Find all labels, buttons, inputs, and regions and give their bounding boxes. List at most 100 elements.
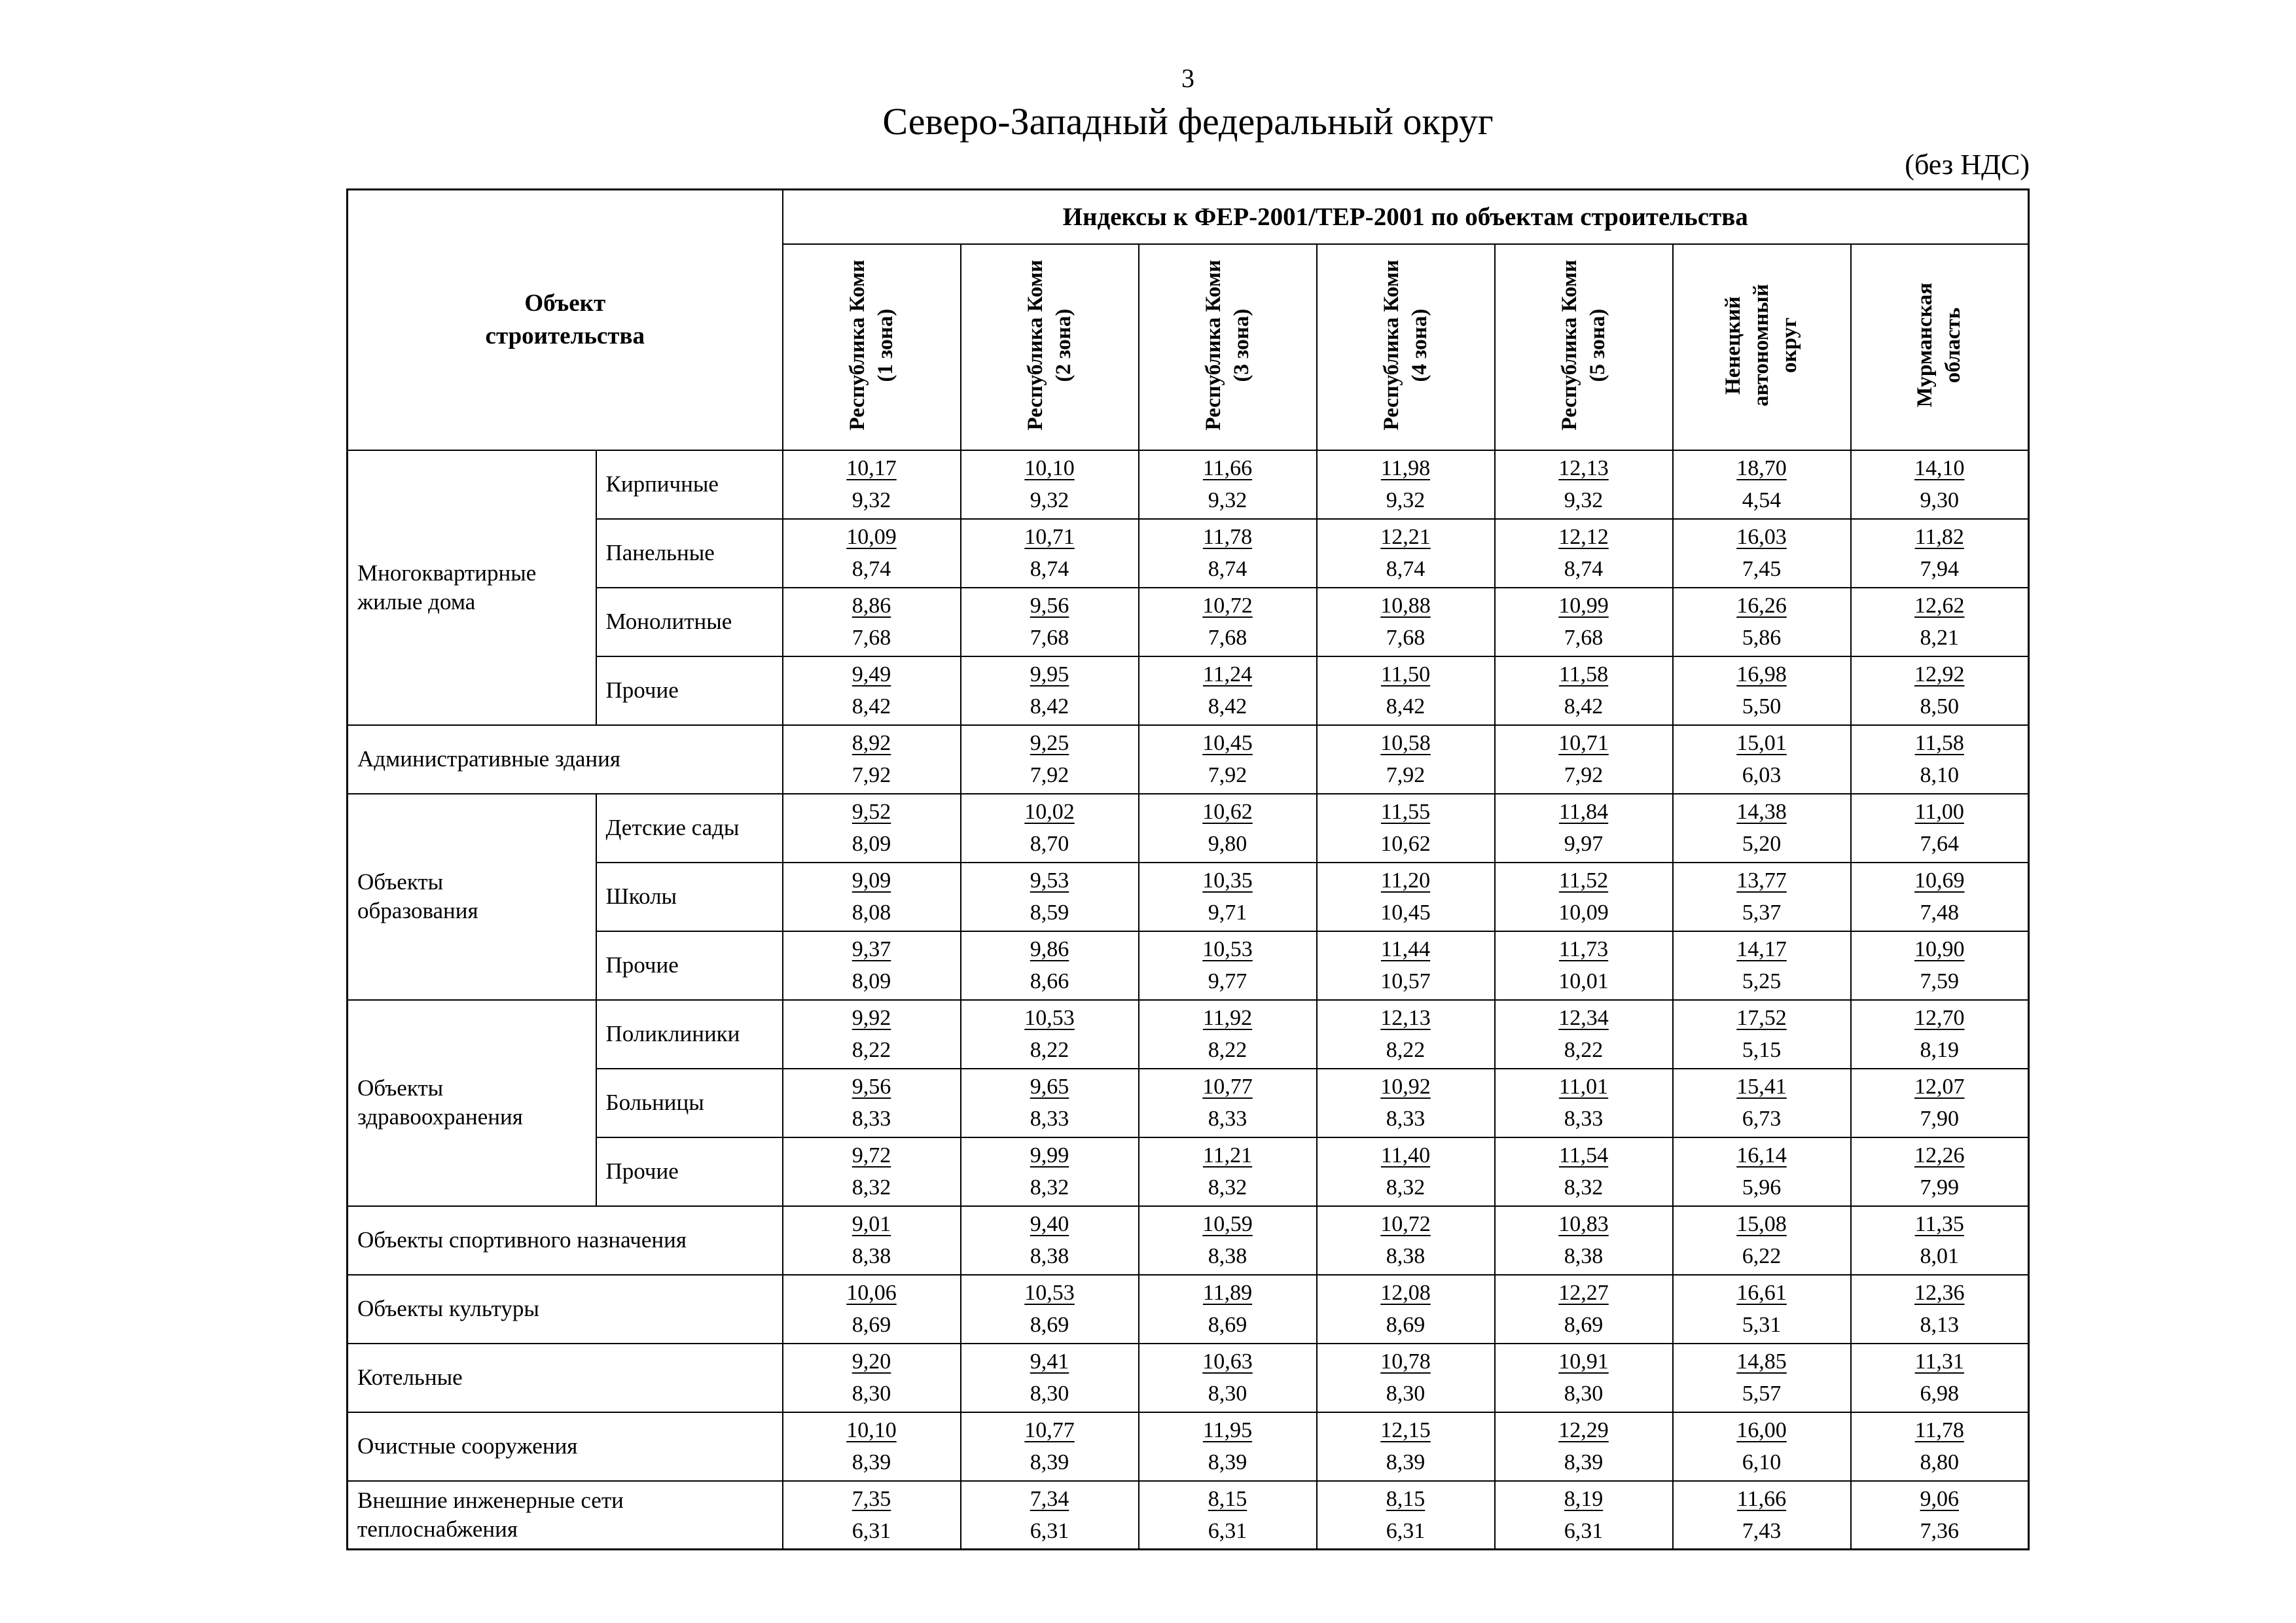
index-value-lower: 9,30 [1920, 488, 1960, 512]
index-cell: 11,21 8,32 [1138, 1136, 1318, 1207]
index-value-lower: 10,62 [1380, 832, 1431, 856]
index-value-lower: 5,86 [1742, 626, 1782, 650]
index-value-upper: 12,29 [1558, 1418, 1609, 1442]
index-value-upper: 9,06 [1920, 1486, 1960, 1511]
index-value-lower: 6,73 [1742, 1107, 1782, 1131]
index-value-upper: 12,36 [1914, 1281, 1965, 1305]
index-cell: 9,49 8,42 [781, 655, 961, 726]
index-value-upper: 9,56 [1030, 594, 1069, 618]
index-value-upper: 14,17 [1736, 937, 1787, 961]
index-cell: 11,54 8,32 [1494, 1136, 1674, 1207]
index-value-lower: 6,10 [1742, 1450, 1782, 1474]
index-value-lower: 8,33 [852, 1107, 891, 1131]
index-cell: 10,83 8,38 [1494, 1205, 1674, 1275]
index-cell: 11,58 8,10 [1850, 724, 2030, 794]
index-value-upper: 10,77 [1202, 1075, 1253, 1099]
index-value-upper: 11,78 [1202, 525, 1253, 549]
index-value-upper: 11,89 [1202, 1281, 1253, 1305]
column-header-2: Республика Коми (3 зона) [1138, 243, 1318, 451]
row-label: Монолитные [595, 586, 783, 657]
index-value-upper: 9,53 [1030, 868, 1069, 893]
index-value-lower: 7,64 [1920, 832, 1960, 856]
index-value-lower: 7,92 [1208, 763, 1247, 787]
index-value-lower: 8,22 [1208, 1038, 1247, 1062]
index-value-upper: 11,20 [1380, 868, 1431, 893]
index-cell: 11,50 8,42 [1316, 655, 1496, 726]
index-cell: 16,61 5,31 [1672, 1274, 1852, 1344]
index-value-lower: 8,33 [1030, 1107, 1069, 1131]
index-value-lower: 8,32 [1030, 1175, 1069, 1200]
index-value-lower: 7,68 [1208, 626, 1247, 650]
index-cell: 11,78 8,80 [1850, 1411, 2030, 1482]
index-value-lower: 7,94 [1920, 557, 1960, 581]
index-value-upper: 8,19 [1564, 1486, 1604, 1511]
index-cell: 10,71 7,92 [1494, 724, 1674, 794]
index-value-upper: 13,77 [1736, 868, 1787, 893]
index-value-upper: 12,08 [1380, 1281, 1431, 1305]
index-value-lower: 5,57 [1742, 1382, 1782, 1406]
index-value-lower: 8,30 [852, 1382, 891, 1406]
index-value-lower: 6,31 [1386, 1518, 1426, 1543]
index-cell: 14,17 5,25 [1672, 930, 1852, 1001]
index-value-lower: 7,92 [1386, 763, 1426, 787]
index-value-lower: 8,22 [1386, 1038, 1426, 1062]
index-cell: 9,95 8,42 [960, 655, 1139, 726]
table-row: Объекты спортивного назначения 9,01 8,38 9,… [346, 1205, 2030, 1275]
index-value-lower: 6,31 [852, 1518, 891, 1543]
index-value-upper: 9,20 [852, 1349, 891, 1374]
index-value-lower: 5,96 [1742, 1175, 1782, 1200]
index-value-upper: 11,84 [1558, 800, 1609, 824]
index-value-upper: 11,66 [1736, 1486, 1787, 1511]
index-value-upper: 9,40 [1030, 1212, 1069, 1236]
index-value-upper: 9,65 [1030, 1075, 1069, 1099]
index-value-upper: 16,14 [1736, 1143, 1787, 1168]
index-value-upper: 10,53 [1024, 1006, 1075, 1030]
index-value-lower: 8,08 [852, 901, 891, 925]
index-value-upper: 12,27 [1558, 1281, 1609, 1305]
index-value-upper: 16,61 [1736, 1281, 1787, 1305]
index-value-upper: 9,41 [1030, 1349, 1069, 1374]
index-cell: 11,35 8,01 [1850, 1205, 2030, 1275]
row-label: Больницы [595, 1067, 783, 1138]
index-value-lower: 7,99 [1920, 1175, 1960, 1200]
index-value-lower: 8,74 [1564, 557, 1604, 581]
column-header-text: Ненецкий автономный округ [1721, 284, 1801, 406]
index-cell: 9,86 8,66 [960, 930, 1139, 1001]
index-value-upper: 14,38 [1736, 800, 1787, 824]
index-value-upper: 9,95 [1030, 662, 1069, 687]
indices-table: Объект строительства Индексы к ФЕР-2001/… [346, 188, 2030, 1550]
index-value-upper: 11,55 [1380, 800, 1431, 824]
index-value-upper: 10,71 [1558, 731, 1609, 755]
table-row: Объекты образования Детские сады 9,52 8,09 1… [346, 793, 2030, 1001]
index-value-lower: 7,90 [1920, 1107, 1960, 1131]
index-value-upper: 12,12 [1558, 525, 1609, 549]
row-label: Школы [595, 861, 783, 932]
index-value-upper: 12,92 [1914, 662, 1965, 687]
index-cell: 11,73 10,01 [1494, 930, 1674, 1001]
index-value-upper: 10,06 [846, 1281, 897, 1305]
index-cell: 12,62 8,21 [1850, 586, 2030, 657]
column-header-text: Республика Коми (5 зона) [1557, 260, 1609, 431]
index-value-lower: 7,48 [1920, 901, 1960, 925]
index-cell: 9,56 7,68 [960, 586, 1139, 657]
index-value-upper: 11,78 [1914, 1418, 1964, 1442]
index-cell: 7,35 6,31 [781, 1480, 961, 1550]
index-value-upper: 9,52 [852, 800, 891, 824]
index-cell: 9,52 8,09 [781, 793, 961, 863]
index-cell: 10,77 8,33 [1138, 1067, 1318, 1138]
index-cell: 12,29 8,39 [1494, 1411, 1674, 1482]
row-label: Объекты культуры [346, 1274, 783, 1344]
row-label: Детские сады [595, 793, 783, 863]
index-value-upper: 10,92 [1380, 1075, 1431, 1099]
index-cell: 9,56 8,33 [781, 1067, 961, 1138]
index-value-lower: 9,80 [1208, 832, 1247, 856]
index-value-lower: 8,42 [852, 694, 891, 719]
index-cell: 8,15 6,31 [1138, 1480, 1318, 1550]
index-cell: 9,92 8,22 [781, 999, 961, 1069]
index-cell: 14,10 9,30 [1850, 449, 2030, 520]
index-value-lower: 7,36 [1920, 1518, 1960, 1543]
index-cell: 15,01 6,03 [1672, 724, 1852, 794]
index-cell: 11,98 9,32 [1316, 449, 1496, 520]
index-value-upper: 9,86 [1030, 937, 1069, 961]
